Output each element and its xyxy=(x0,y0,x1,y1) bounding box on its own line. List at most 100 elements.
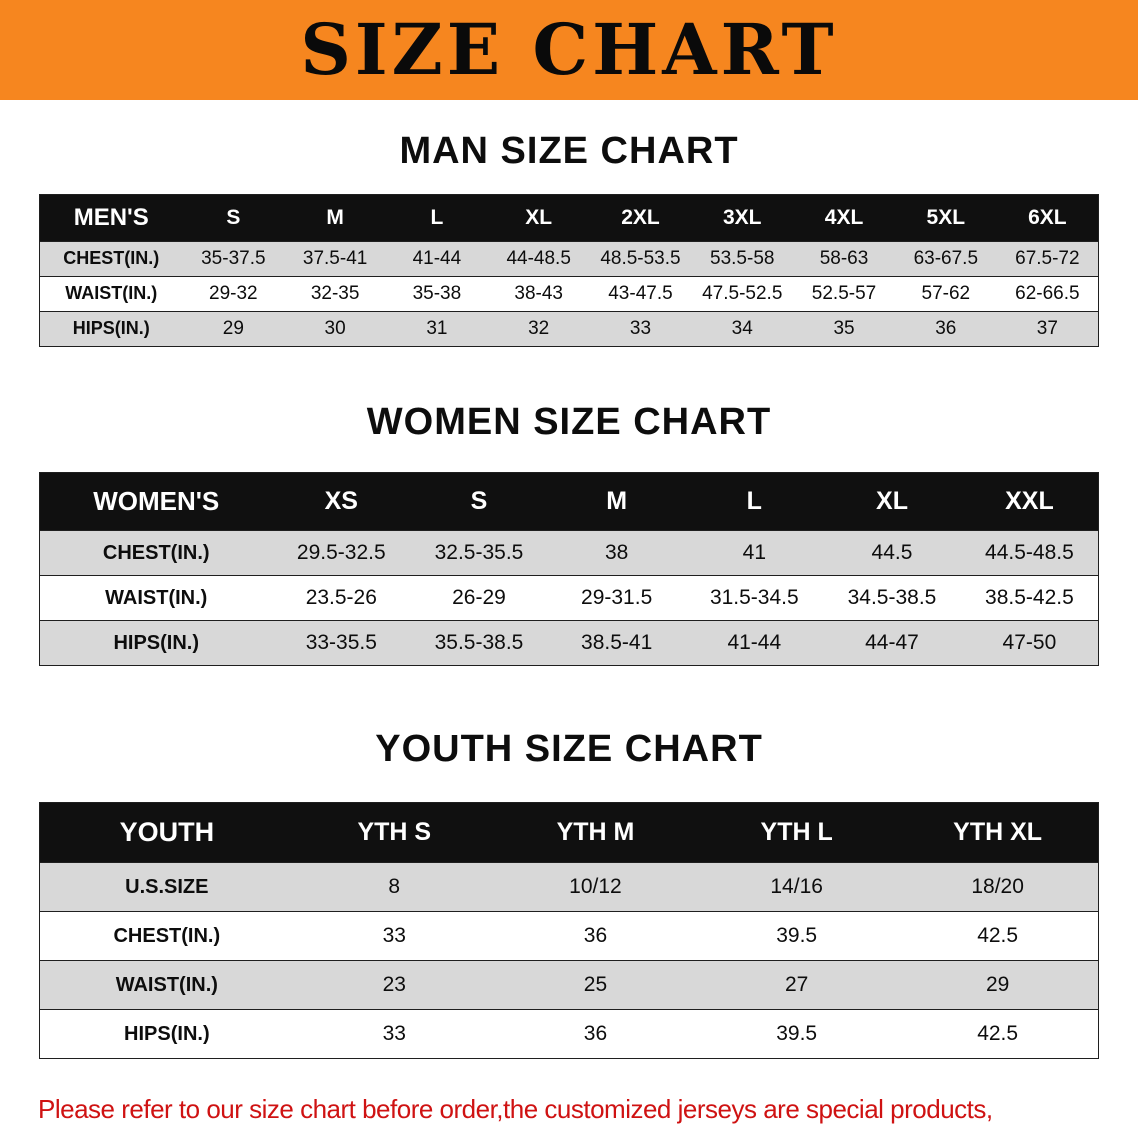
measurement-value-cell: 38.5-41 xyxy=(581,631,653,655)
measurement-value-cell: 36 xyxy=(583,1022,608,1046)
measurement-value-cell: 35-38 xyxy=(412,282,462,304)
men-chart-heading: MAN SIZE CHART xyxy=(399,130,739,172)
size-column-header: M xyxy=(326,205,344,229)
size-column-header: S xyxy=(470,487,488,516)
size-column-header: XL xyxy=(525,205,553,229)
size-column-header: 3XL xyxy=(722,205,762,229)
measurement-value-cell: 44.5-48.5 xyxy=(985,541,1074,565)
measurement-value-cell: 34 xyxy=(731,317,753,339)
measurement-value-cell: 41-44 xyxy=(412,247,462,269)
measurement-label-cell: WAIST(IN.) xyxy=(105,586,208,609)
measurement-value-cell: 29-31.5 xyxy=(581,586,653,610)
measurement-value-cell: 38.5-42.5 xyxy=(985,586,1074,610)
measurement-value-cell: 34.5-38.5 xyxy=(847,586,937,610)
measurement-label-cell: HIPS(IN.) xyxy=(72,318,150,339)
measurement-row: HIPS(IN.) 33-35.5 35.5-38.5 38.5-41 41-44 44-… xyxy=(39,620,1099,666)
measurement-value-cell: 42.5 xyxy=(977,1022,1019,1046)
disclaimer-line-1: Please refer to our size chart before or… xyxy=(38,1094,993,1125)
measurement-value-cell: 42.5 xyxy=(977,924,1019,948)
measurement-value-cell: 36 xyxy=(583,924,608,948)
measurement-label-cell: HIPS(IN.) xyxy=(124,1022,210,1045)
measurement-label-cell: HIPS(IN.) xyxy=(113,631,200,654)
size-column-header: 4XL xyxy=(824,205,864,229)
measurement-value-cell: 27 xyxy=(784,973,809,997)
measurement-value-cell: 18/20 xyxy=(971,875,1024,899)
measurement-label-cell: CHEST(IN.) xyxy=(63,248,160,269)
measurement-value-cell: 44-47 xyxy=(865,631,919,655)
measurement-value-cell: 32.5-35.5 xyxy=(434,541,524,565)
size-column-header: 5XL xyxy=(926,205,966,229)
measurement-row: CHEST(IN.) 35-37.5 37.5-41 41-44 44-48.5 48.5… xyxy=(39,241,1099,277)
measurement-value-cell: 23.5-26 xyxy=(305,586,377,610)
youth-size-table: YOUTH YTH S YTH M YTH L YTH XL U.S.SIZE 8 10/12… xyxy=(39,802,1099,1060)
measurement-value-cell: 63-67.5 xyxy=(913,247,979,269)
measurement-label-cell: WAIST(IN.) xyxy=(65,283,158,304)
size-column-header: XXL xyxy=(1005,487,1054,516)
measurement-label-cell: U.S.SIZE xyxy=(125,875,209,898)
measurement-value-cell: 37 xyxy=(1036,317,1058,339)
size-column-header: YTH M xyxy=(556,818,635,847)
measurement-value-cell: 33 xyxy=(382,924,406,948)
measurement-value-cell: 10/12 xyxy=(569,875,622,899)
measurement-value-cell: 47.5-52.5 xyxy=(702,282,783,304)
table-header-row: MEN'S S M L XL 2XL 3XL 4XL 5XL 6XL xyxy=(39,194,1099,242)
measurement-value-cell: 41 xyxy=(742,541,766,565)
measurement-value-cell: 35 xyxy=(833,317,855,339)
measurement-row: CHEST(IN.) 29.5-32.5 32.5-35.5 38 41 44.5 44.5… xyxy=(39,530,1099,576)
measurement-value-cell: 44.5 xyxy=(871,541,913,565)
measurement-value-cell: 35-37.5 xyxy=(201,247,266,269)
measurement-value-cell: 38-43 xyxy=(514,282,563,304)
measurement-value-cell: 41-44 xyxy=(727,631,782,655)
measurement-value-cell: 29.5-32.5 xyxy=(296,541,386,565)
women-size-section: WOMEN SIZE CHART WOMEN'S XS S M L XL XXL CHEST(… xyxy=(0,401,1138,667)
measurement-value-cell: 37.5-41 xyxy=(302,247,368,269)
size-column-header: YTH L xyxy=(760,818,833,847)
measurement-value-cell: 39.5 xyxy=(776,924,818,948)
women-chart-heading: WOMEN SIZE CHART xyxy=(366,400,772,443)
measurement-row: U.S.SIZE 8 10/12 14/16 18/20 xyxy=(39,862,1099,912)
measurement-value-cell: 52.5-57 xyxy=(811,282,877,304)
men-size-table: MEN'S S M L XL 2XL 3XL 4XL 5XL 6XL CHEST(IN.) 35-37… xyxy=(39,193,1099,347)
measurement-value-cell: 57-62 xyxy=(921,282,971,304)
size-column-header: XL xyxy=(876,487,908,516)
measurement-value-cell: 44-48.5 xyxy=(506,247,571,269)
measurement-value-cell: 31 xyxy=(426,317,448,339)
women-size-table: WOMEN'S XS S M L XL XXL CHEST(IN.) 29.5-32.5 32.5… xyxy=(39,472,1099,667)
table-header-row: WOMEN'S XS S M L XL XXL xyxy=(39,472,1099,531)
disclaimer-text: Please refer to our size chart before or… xyxy=(0,1089,1138,1132)
table-title-cell: YOUTH xyxy=(119,817,215,848)
measurement-value-cell: 33-35.5 xyxy=(305,631,377,655)
measurement-value-cell: 36 xyxy=(935,317,957,339)
size-column-header: 2XL xyxy=(621,205,660,229)
measurement-value-cell: 38 xyxy=(604,541,629,565)
size-column-header: YTH XL xyxy=(953,818,1043,847)
size-column-header: S xyxy=(226,205,241,229)
men-size-section: MAN SIZE CHART MEN'S S M L XL 2XL 3XL 4XL 5XL 6XL… xyxy=(0,130,1138,347)
measurement-row: WAIST(IN.) 29-32 32-35 35-38 38-43 43-47.5 47.… xyxy=(39,276,1099,312)
measurement-value-cell: 32 xyxy=(528,317,550,339)
size-column-header: 6XL xyxy=(1028,205,1067,229)
size-chart-banner: SIZE CHART xyxy=(0,0,1138,100)
measurement-label-cell: CHEST(IN.) xyxy=(102,541,210,564)
measurement-value-cell: 23 xyxy=(382,973,406,997)
measurement-label-cell: CHEST(IN.) xyxy=(113,924,221,947)
measurement-row: WAIST(IN.) 23.5-26 26-29 29-31.5 31.5-34.5 34… xyxy=(39,575,1099,621)
measurement-value-cell: 33 xyxy=(382,1022,406,1046)
measurement-value-cell: 47-50 xyxy=(1002,631,1057,655)
measurement-value-cell: 43-47.5 xyxy=(608,282,673,304)
size-column-header: M xyxy=(606,487,628,516)
table-title-cell: WOMEN'S xyxy=(93,486,220,517)
table-title-cell: MEN'S xyxy=(73,203,149,231)
measurement-value-cell: 31.5-34.5 xyxy=(709,586,799,610)
measurement-row: CHEST(IN.) 33 36 39.5 42.5 xyxy=(39,911,1099,961)
measurement-value-cell: 53.5-58 xyxy=(710,247,775,269)
measurement-value-cell: 30 xyxy=(324,317,346,339)
youth-size-section: YOUTH SIZE CHART YOUTH YTH S YTH M YTH L YTH… xyxy=(0,728,1138,1060)
size-column-header: YTH S xyxy=(357,818,432,847)
measurement-value-cell: 8 xyxy=(388,875,401,899)
measurement-value-cell: 29 xyxy=(222,317,244,339)
size-column-header: L xyxy=(746,487,762,516)
measurement-value-cell: 33 xyxy=(629,317,652,339)
banner-title: SIZE CHART xyxy=(300,8,838,91)
measurement-value-cell: 29 xyxy=(985,973,1010,997)
